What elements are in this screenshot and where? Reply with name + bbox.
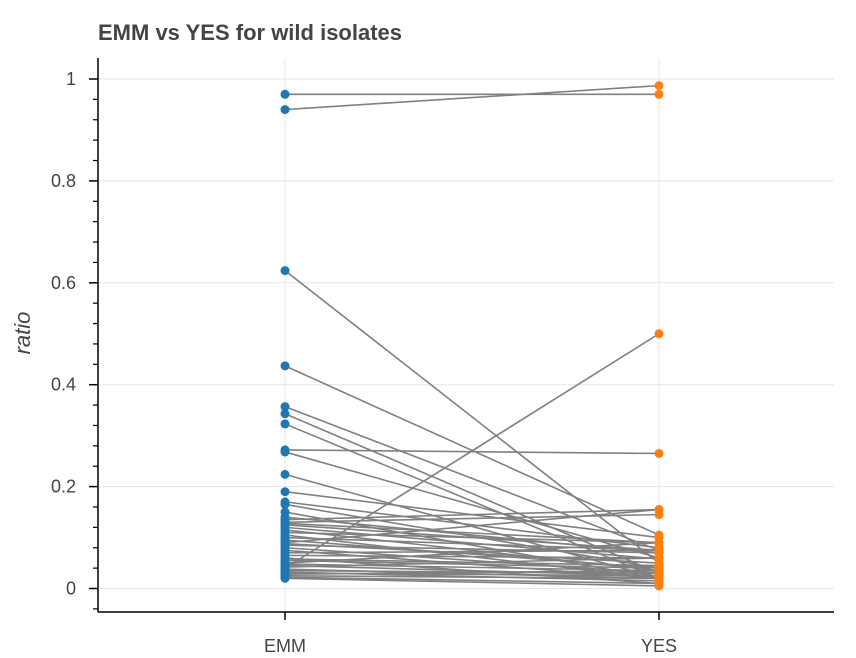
yes-point-1 [654,81,664,91]
emm-point-5 [280,409,290,419]
yes-point-38 [654,553,664,563]
pair-line-44 [284,569,660,576]
pair-line-37 [284,564,660,577]
pair-line-47 [284,577,660,587]
yes-point-0 [654,89,664,99]
y-tick-label-4: 0.8 [51,171,76,191]
yes-point-39 [654,329,664,339]
pair-line-23 [284,536,660,552]
y-tick-label-1: 0.2 [51,477,76,497]
y-axis-label: ratio [10,312,35,355]
pair-line-14 [284,516,660,554]
chart-title: EMM vs YES for wild isolates [98,20,402,45]
y-axis-ticks: 0 0.2 0.4 0.6 0.8 1 [51,69,98,610]
yes-point-47 [654,581,664,591]
grid-lines [98,58,834,612]
x-axis-ticks: EMM YES [264,612,677,656]
emm-point-1 [280,105,290,115]
emm-point-9 [280,469,290,479]
pair-line-34 [284,559,660,569]
emm-point-12 [280,499,290,509]
pair-line-1 [284,84,660,111]
yes-point-25 [654,505,664,515]
pair-line-45 [284,574,660,580]
y-tick-label-5: 1 [66,69,76,89]
yes-point-35 [654,538,664,548]
axes [97,58,834,613]
pair-line-30 [284,549,660,554]
emm-point-0 [280,89,290,99]
pair-line-6 [284,423,660,580]
x-tick-label-1: YES [641,636,677,656]
emm-point-3 [280,361,290,371]
emm-point-4 [280,402,290,412]
emm-point-8 [280,447,290,457]
y-tick-label-2: 0.4 [51,375,76,395]
pair-line-25 [284,508,660,544]
pair-line-17 [284,522,660,544]
emm-point-2 [280,266,290,276]
yes-point-7 [654,448,664,458]
data-points [280,81,664,591]
emm-point-6 [280,419,290,429]
emm-point-10 [280,487,290,497]
pair-line-27 [284,544,660,554]
yes-point-44 [654,566,664,576]
pair-line-35 [284,541,660,564]
pair-line-46 [284,576,660,585]
pair-lines [284,84,660,587]
pair-line-31 [284,554,660,559]
pair-line-15 [284,508,660,521]
pair-line-38 [284,557,660,568]
pair-line-4 [284,405,660,552]
yes-point-30 [654,545,664,555]
y-tick-label-3: 0.6 [51,273,76,293]
pair-line-39 [284,333,660,569]
y-tick-label-0: 0 [66,579,76,599]
x-tick-label-0: EMM [264,636,306,656]
pair-line-16 [284,513,660,524]
emm-point-47 [280,573,290,583]
pair-line-21 [284,531,660,544]
